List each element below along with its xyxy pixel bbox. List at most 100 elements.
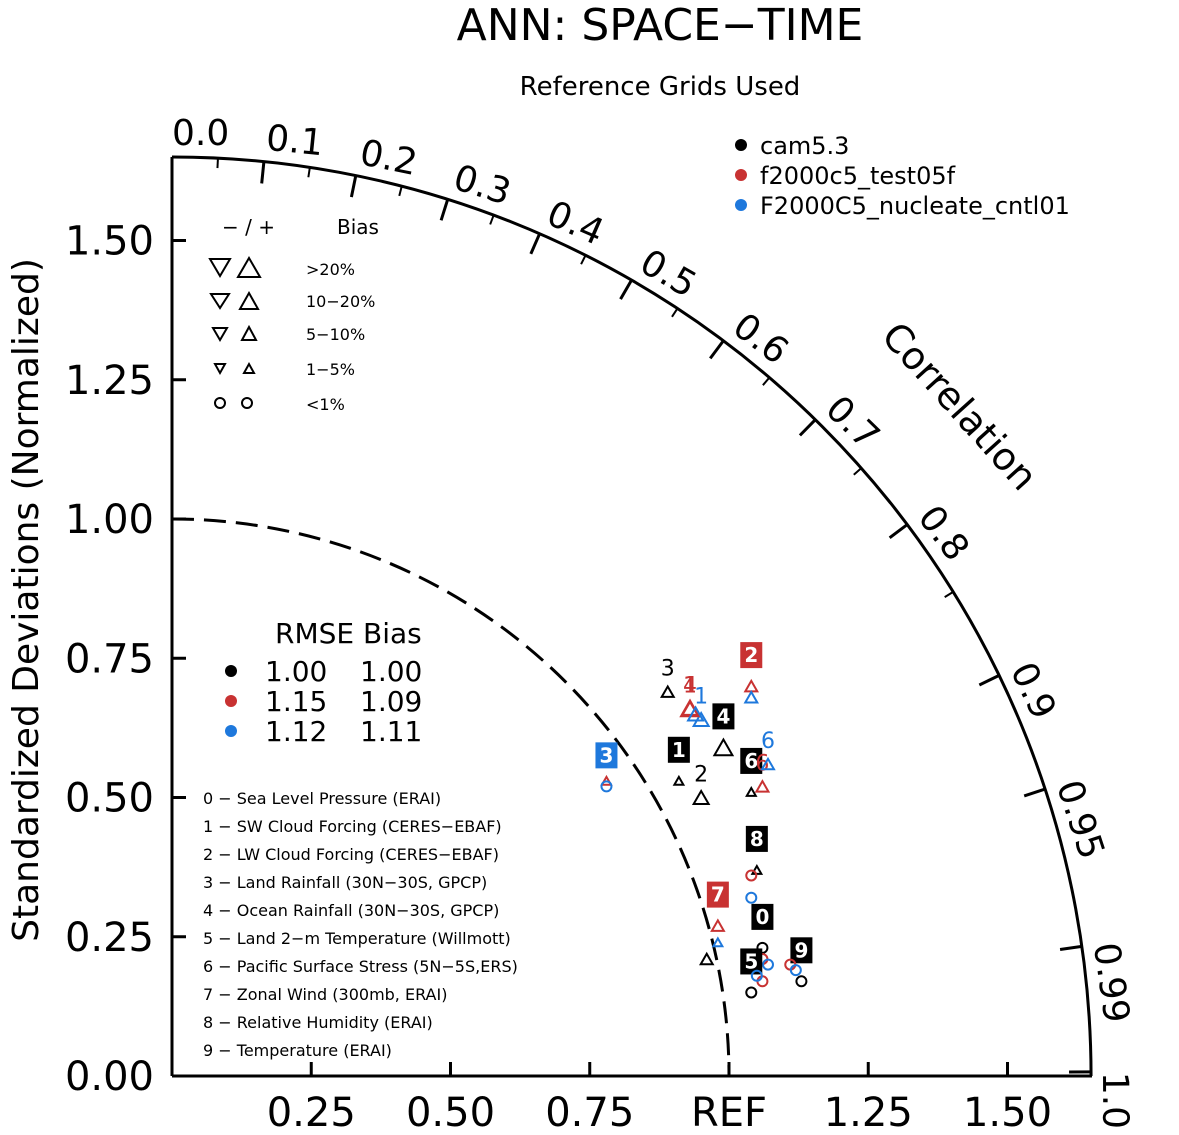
case-color-dot (225, 665, 237, 677)
rmse-value: 1.15 (265, 685, 327, 718)
correlation-label: 0.4 (541, 193, 610, 253)
data-point-label-box (790, 937, 813, 964)
correlation-tick (489, 214, 495, 225)
y-tick-label: 0.50 (65, 776, 154, 822)
data-point-label-box (740, 642, 763, 669)
correlation-label: 0.1 (264, 118, 325, 165)
data-point-triangle (600, 774, 613, 786)
correlation-major-tick (260, 161, 266, 184)
variable-item: 0 − Sea Level Pressure (ERAI) (203, 789, 441, 808)
data-point-triangle (743, 678, 760, 693)
x-tick-label: 0.50 (406, 1090, 495, 1135)
reference-arc (171, 517, 731, 1077)
y-tick-label: 1.00 (65, 497, 154, 543)
correlation-major-tick (619, 279, 633, 300)
x-tick-label: REF (691, 1090, 767, 1135)
data-point-label: 2 (744, 643, 758, 667)
bias-value: 1.09 (360, 685, 422, 718)
correlation-tick (398, 185, 403, 197)
correlation-major-tick (888, 523, 909, 539)
data-point-label: 6 (755, 751, 769, 776)
rmse-table: RMSE Bias 1.00 1.00 1.15 1.09 1.12 1.11 (225, 617, 422, 748)
data-point-label: 9 (794, 938, 808, 962)
data-point-label: 4 (683, 673, 697, 698)
data-point-label-box (706, 881, 729, 908)
correlation-label: 1.0 (1094, 1072, 1135, 1129)
correlation-label: Correlation (873, 314, 1046, 499)
variable-item: 8 − Relative Humidity (ERAI) (203, 1013, 433, 1032)
variable-item: 5 − Land 2−m Temperature (Willmott) (203, 929, 511, 948)
correlation-major-tick (349, 175, 358, 198)
data-point-circle (745, 891, 758, 904)
correlation-major-tick (439, 198, 450, 221)
up-triangle-icon (238, 290, 260, 310)
data-point-label: 8 (750, 827, 764, 851)
data-point-label-box (712, 703, 735, 730)
data-point-triangle (711, 936, 725, 948)
data-point-triangle (760, 756, 776, 771)
y-tick-label: 0.25 (65, 915, 154, 961)
variable-item: 4 − Ocean Rainfall (30N−30S, GPCP) (203, 901, 499, 920)
correlation-major-tick (529, 233, 541, 255)
data-point-circle (750, 969, 763, 982)
case-legend-item: cam5.3 (735, 132, 849, 160)
y-axis-label: Standardized Deviations (Normalized) (6, 258, 47, 942)
variable-item: 1 − SW Cloud Forcing (CERES−EBAF) (203, 817, 502, 836)
case-name: cam5.3 (760, 132, 849, 160)
bias-legend: − / + Bias >20% 10−20% 5−10% 1−5% <1% (208, 215, 379, 414)
data-point-triangle (712, 737, 735, 757)
data-point-circle (789, 964, 802, 977)
data-point-label: 4 (716, 704, 730, 728)
data-point-label-box (740, 747, 763, 774)
up-triangle-icon (240, 324, 258, 341)
data-point-triangle (743, 690, 760, 704)
data-point-triangle (686, 705, 705, 722)
correlation-label: 0.5 (633, 242, 703, 306)
data-point-label: 0 (755, 905, 769, 929)
data-point-label: 1 (672, 738, 686, 762)
bias-heading: Bias (363, 617, 422, 650)
data-point-triangle (750, 863, 764, 875)
up-triangle-icon (236, 256, 262, 278)
data-point-label: 7 (711, 883, 725, 907)
data-point-circle (745, 986, 758, 999)
bias-legend-sign-heading: − / + (222, 215, 275, 239)
correlation-ticks: 0.0 0.1 0.2 0.30.40.50.60.70.80.90.950.991.… (170, 113, 1137, 1129)
correlation-major-tick (1059, 944, 1083, 951)
down-triangle-icon (208, 258, 232, 278)
correlation-label: 0.99 (1085, 940, 1137, 1025)
bias-legend-row: 1−5% (306, 360, 355, 379)
variable-list: 0 − Sea Level Pressure (ERAI) 1 − SW Clo… (203, 789, 518, 1060)
y-tick-label: 0.00 (65, 1054, 154, 1100)
data-point-label: 3 (599, 743, 613, 767)
down-triangle-icon (211, 327, 229, 342)
correlation-major-tick (1023, 787, 1046, 798)
y-tick-label: 1.25 (65, 358, 154, 404)
rmse-value: 1.12 (265, 715, 327, 748)
data-point-triangle (672, 774, 686, 786)
data-point-triangle (754, 779, 771, 793)
data-point-label-box (745, 825, 768, 852)
bias-legend-row: 5−10% (306, 325, 365, 344)
data-point-triangle (710, 918, 726, 932)
correlation-major-tick (709, 339, 725, 360)
variable-item: 7 − Zonal Wind (300mb, ERAI) (203, 985, 447, 1004)
x-tick-label: 1.25 (824, 1090, 913, 1135)
x-tick-label: 0.25 (267, 1090, 356, 1135)
circle-icon (214, 397, 226, 409)
data-point-label: 5 (744, 949, 758, 973)
correlation-tick (216, 158, 219, 169)
correlation-label: 0.0 (172, 113, 229, 154)
data-point-triangle (660, 684, 676, 698)
variable-item: 3 − Land Rainfall (30N−30S, GPCP) (203, 873, 487, 892)
case-color-dot (735, 139, 747, 151)
bias-legend-row: >20% (306, 260, 355, 279)
correlation-label: 0.95 (1048, 775, 1112, 864)
data-point-label: 6 (761, 729, 775, 754)
bias-legend-row: 10−20% (306, 292, 375, 311)
data-point-label: 1 (694, 685, 708, 710)
correlation-label: 0.9 (1002, 656, 1064, 725)
case-name: f2000c5_test05f (760, 162, 956, 190)
case-color-dot (735, 169, 747, 181)
case-color-dot (735, 199, 747, 211)
